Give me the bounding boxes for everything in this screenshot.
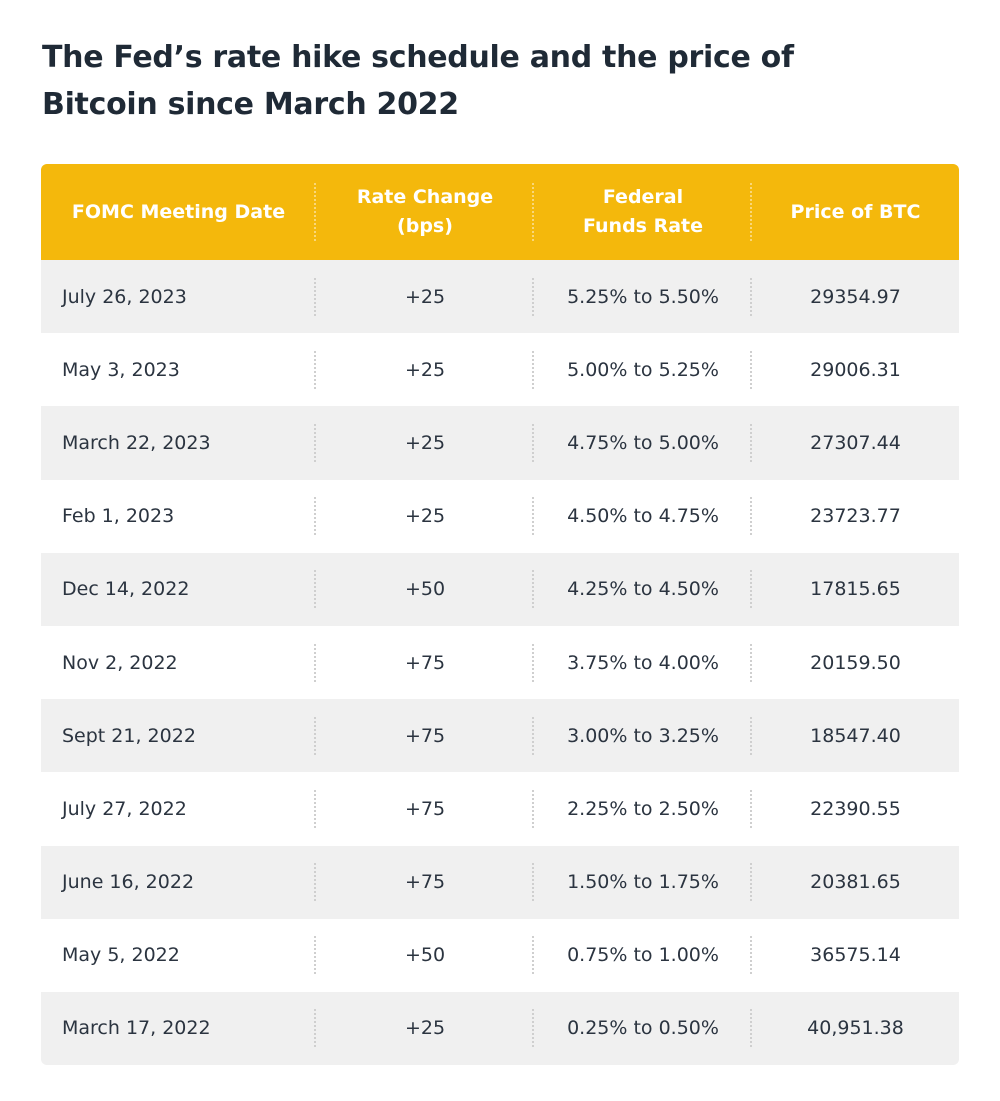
cell-date: Sept 21, 2022 bbox=[41, 699, 316, 772]
table-row: Nov 2, 2022 +75 3.75% to 4.00% 20159.50 bbox=[41, 625, 959, 700]
cell-funds-rate: 0.75% to 1.00% bbox=[534, 919, 752, 992]
cell-funds-rate: 3.75% to 4.00% bbox=[534, 626, 752, 699]
cell-funds-rate: 5.25% to 5.50% bbox=[534, 260, 752, 333]
cell-funds-rate: 4.75% to 5.00% bbox=[534, 406, 752, 479]
cell-rate-change: +50 bbox=[316, 553, 534, 626]
table-row: June 16, 2022 +75 1.50% to 1.75% 20381.65 bbox=[41, 845, 959, 919]
rate-hike-table: FOMC Meeting Date Rate Change (bps) Fede… bbox=[41, 164, 959, 1066]
cell-date: May 5, 2022 bbox=[41, 919, 316, 992]
cell-rate-change: +75 bbox=[316, 699, 534, 772]
cell-btc-price: 40,951.38 bbox=[807, 1017, 904, 1040]
cell-btc-price: 17815.65 bbox=[810, 578, 901, 601]
cell-funds-rate: 1.50% to 1.75% bbox=[534, 846, 752, 919]
cell-rate-change: +75 bbox=[316, 626, 534, 699]
cell-date: July 27, 2022 bbox=[41, 772, 316, 845]
cell-btc-price: 20159.50 bbox=[810, 651, 901, 674]
cell-rate-change: +25 bbox=[316, 406, 534, 479]
table-row: May 5, 2022 +50 0.75% to 1.00% 36575.14 bbox=[41, 918, 959, 992]
header-fomc-meeting-date: FOMC Meeting Date bbox=[41, 164, 316, 260]
cell-funds-rate: 4.25% to 4.50% bbox=[534, 553, 752, 626]
table-row: July 26, 2023 +25 5.25% to 5.50% 29354.97 bbox=[41, 260, 959, 334]
table-row: Sept 21, 2022 +75 3.00% to 3.25% 18547.40 bbox=[41, 699, 959, 773]
cell-btc-price: 29354.97 bbox=[810, 285, 901, 308]
cell-btc-price: 27307.44 bbox=[810, 431, 901, 454]
cell-rate-change: +75 bbox=[316, 772, 534, 845]
cell-date: Nov 2, 2022 bbox=[41, 626, 316, 699]
cell-btc-price: 29006.31 bbox=[810, 358, 901, 381]
cell-rate-change: +25 bbox=[316, 260, 534, 333]
cell-date: June 16, 2022 bbox=[41, 846, 316, 919]
chart-title: The Fed’s rate hike schedule and the pri… bbox=[42, 40, 794, 122]
cell-btc-price: 20381.65 bbox=[810, 871, 901, 894]
table-row: May 3, 2023 +25 5.00% to 5.25% 29006.31 bbox=[41, 333, 959, 407]
table-body: July 26, 2023 +25 5.25% to 5.50% 29354.97 Ma… bbox=[41, 260, 959, 1066]
cell-funds-rate: 0.25% to 0.50% bbox=[534, 992, 752, 1065]
cell-date: March 17, 2022 bbox=[41, 992, 316, 1065]
cell-rate-change: +75 bbox=[316, 846, 534, 919]
table-header: FOMC Meeting Date Rate Change (bps) Fede… bbox=[41, 164, 959, 260]
cell-rate-change: +25 bbox=[316, 992, 534, 1065]
table-row: March 17, 2022 +25 0.25% to 0.50% 40,951.38 bbox=[41, 991, 959, 1066]
table-row: March 22, 2023 +25 4.75% to 5.00% 27307.44 bbox=[41, 406, 959, 480]
header-rate-change: Rate Change (bps) bbox=[316, 164, 534, 260]
cell-rate-change: +25 bbox=[316, 333, 534, 406]
cell-funds-rate: 5.00% to 5.25% bbox=[534, 333, 752, 406]
cell-rate-change: +50 bbox=[316, 919, 534, 992]
header-federal-funds-rate: Federal Funds Rate bbox=[534, 164, 752, 260]
cell-btc-price: 22390.55 bbox=[810, 797, 901, 820]
table-row: Dec 14, 2022 +50 4.25% to 4.50% 17815.65 bbox=[41, 552, 959, 626]
header-price-of-btc: Price of BTC bbox=[790, 200, 921, 223]
cell-funds-rate: 2.25% to 2.50% bbox=[534, 772, 752, 845]
cell-funds-rate: 4.50% to 4.75% bbox=[534, 480, 752, 553]
cell-btc-price: 23723.77 bbox=[810, 505, 901, 528]
cell-btc-price: 36575.14 bbox=[810, 944, 901, 967]
cell-rate-change: +25 bbox=[316, 480, 534, 553]
table-row: Feb 1, 2023 +25 4.50% to 4.75% 23723.77 bbox=[41, 479, 959, 553]
cell-date: March 22, 2023 bbox=[41, 406, 316, 479]
table-row: July 27, 2022 +75 2.25% to 2.50% 22390.55 bbox=[41, 772, 959, 846]
cell-date: July 26, 2023 bbox=[41, 260, 316, 333]
cell-date: Dec 14, 2022 bbox=[41, 553, 316, 626]
cell-btc-price: 18547.40 bbox=[810, 724, 901, 747]
cell-date: Feb 1, 2023 bbox=[41, 480, 316, 553]
cell-funds-rate: 3.00% to 3.25% bbox=[534, 699, 752, 772]
cell-date: May 3, 2023 bbox=[41, 333, 316, 406]
